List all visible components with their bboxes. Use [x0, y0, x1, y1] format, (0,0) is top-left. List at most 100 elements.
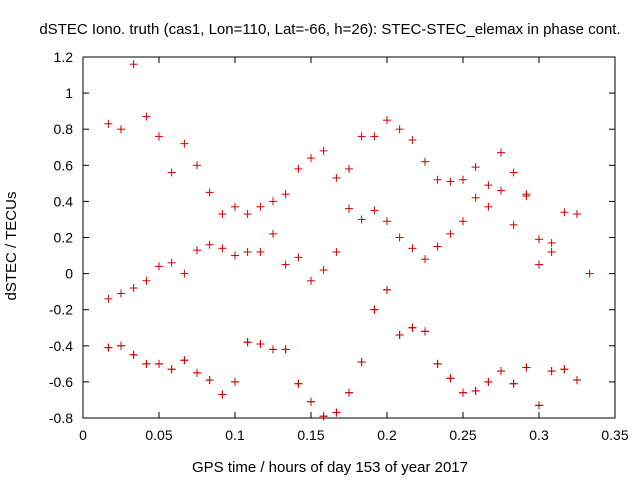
data-point-marker — [281, 260, 290, 269]
x-tick-label: 0.15 — [297, 427, 324, 443]
data-point-marker — [560, 208, 569, 217]
data-point-marker — [117, 125, 125, 134]
data-point-marker — [408, 136, 417, 145]
data-point-marker — [484, 377, 493, 386]
data-point-marker — [345, 204, 353, 213]
data-point-marker — [522, 363, 531, 372]
data-point-marker — [243, 247, 252, 256]
data-point-marker — [484, 202, 493, 211]
data-point-marker — [408, 323, 417, 332]
x-tick-label: 0.25 — [449, 427, 476, 443]
data-point-marker — [471, 386, 480, 395]
x-tick-label: 0.3 — [529, 427, 549, 443]
data-point-marker — [535, 401, 543, 410]
data-point-marker — [357, 132, 366, 141]
data-point-marker — [560, 365, 569, 374]
x-tick-label: 0.2 — [377, 427, 397, 443]
data-point-marker — [345, 388, 353, 397]
data-point-marker — [459, 388, 467, 397]
data-point-marker — [231, 202, 239, 211]
data-point-marker — [573, 376, 581, 385]
data-point-marker — [370, 132, 379, 141]
data-point-marker — [433, 359, 442, 368]
data-point-marker — [395, 125, 404, 134]
data-point-marker — [180, 269, 189, 278]
data-point-marker — [281, 190, 290, 199]
data-point-marker — [307, 397, 315, 406]
data-point-marker — [231, 377, 239, 386]
data-point-marker — [256, 202, 265, 211]
data-point-marker — [256, 247, 265, 256]
x-axis-label: GPS time / hours of day 153 of year 2017 — [192, 459, 468, 476]
data-point-marker — [294, 164, 303, 173]
data-point-marker — [269, 345, 277, 354]
data-point-marker — [395, 233, 404, 242]
data-point-marker — [129, 60, 138, 69]
data-point-marker — [307, 276, 315, 285]
data-point-marker — [433, 242, 442, 251]
y-tick-label: 1 — [65, 85, 73, 101]
data-point-marker — [193, 161, 201, 170]
data-point-marker — [155, 132, 163, 141]
data-point-marker — [155, 262, 163, 271]
data-point-marker — [497, 148, 505, 157]
data-point-marker — [370, 206, 379, 215]
data-point-marker — [585, 269, 594, 278]
data-point-marker — [180, 356, 189, 365]
x-tick-label: 0 — [79, 427, 87, 443]
y-tick-label: 1.2 — [54, 49, 74, 65]
data-point-marker — [269, 229, 277, 238]
data-point-marker — [104, 343, 113, 352]
data-point-marker — [129, 350, 138, 359]
data-point-marker — [408, 244, 417, 253]
data-point-marker — [383, 217, 391, 226]
data-point-marker — [459, 175, 467, 184]
data-point-marker — [459, 217, 467, 226]
data-point-marker — [269, 197, 277, 206]
y-tick-label: -0.4 — [49, 338, 73, 354]
data-point-marker — [205, 376, 214, 385]
data-point-marker — [446, 229, 455, 238]
data-point-marker — [509, 379, 518, 388]
data-point-marker — [319, 146, 328, 155]
data-point-marker — [243, 210, 252, 219]
data-point-marker — [142, 359, 151, 368]
data-point-marker — [509, 168, 518, 177]
data-point-marker — [383, 116, 391, 125]
data-point-marker — [535, 260, 543, 269]
data-point-marker — [294, 253, 303, 262]
data-point-marker — [104, 119, 113, 128]
chart-title: dSTEC Iono. truth (cas1, Lon=110, Lat=-6… — [39, 21, 620, 38]
data-point-marker — [522, 190, 531, 199]
data-point-marker — [218, 390, 227, 399]
data-point-marker — [509, 220, 518, 229]
y-tick-label: -0.8 — [49, 410, 73, 426]
data-point-marker — [218, 244, 227, 253]
data-point-marker — [104, 294, 113, 303]
x-tick-label: 0.1 — [225, 427, 245, 443]
data-point-marker — [370, 305, 379, 314]
data-point-marker — [307, 154, 315, 163]
data-point-marker — [231, 251, 239, 260]
data-point-marker — [167, 168, 176, 177]
data-points — [104, 60, 594, 421]
data-point-marker — [155, 359, 163, 368]
data-point-marker — [243, 338, 252, 347]
data-point-marker — [142, 112, 151, 121]
data-point-marker — [433, 175, 442, 184]
data-point-marker — [446, 177, 455, 186]
y-tick-label: 0.8 — [54, 121, 74, 137]
y-tick-label: 0.2 — [54, 230, 74, 246]
axis-ticks — [82, 56, 616, 419]
data-point-marker — [117, 341, 125, 350]
data-point-marker — [332, 247, 341, 256]
data-point-marker — [180, 139, 189, 148]
data-point-marker — [193, 246, 201, 255]
y-tick-label: -0.2 — [49, 302, 73, 318]
data-point-marker — [117, 289, 125, 298]
data-point-marker — [332, 173, 341, 182]
data-point-marker — [142, 276, 151, 285]
data-point-marker — [497, 367, 505, 376]
data-point-marker — [547, 367, 556, 376]
